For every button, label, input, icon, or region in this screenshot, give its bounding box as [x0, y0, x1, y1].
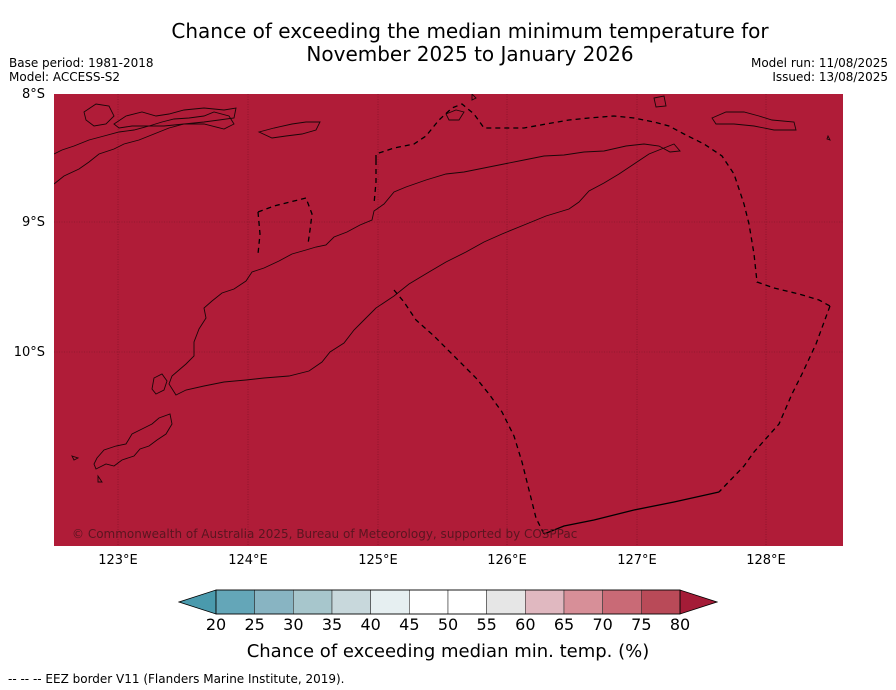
eez-source-note: -- -- -- EEZ border V11 (Flanders Marine…	[8, 672, 345, 686]
alor-coastline	[113, 107, 237, 129]
lon-label-125e: 125°E	[358, 553, 398, 568]
timor-coastline	[168, 143, 681, 396]
coastlines	[54, 94, 831, 483]
colorbar-tick-20: 20	[205, 615, 227, 634]
colorbar-tick-75: 75	[631, 615, 652, 634]
map-canvas	[54, 94, 843, 546]
lat-label-9s: 9°S	[21, 215, 45, 230]
lat-label-10s: 10°S	[13, 345, 45, 360]
colorbar-tick-25: 25	[244, 615, 265, 634]
colorbar-graphic	[177, 589, 719, 615]
colorbar-tick-70: 70	[592, 615, 613, 634]
kisar-coastline	[653, 95, 667, 108]
wetar-coastline	[257, 121, 321, 139]
islet-coastline	[71, 455, 80, 461]
eez-border-timor-west	[393, 289, 545, 535]
colorbar-outline	[215, 589, 681, 615]
lon-label-127e: 127°E	[617, 553, 657, 568]
map-panel[interactable]	[54, 94, 843, 546]
eez-border-timor-south	[718, 305, 831, 493]
lon-label-128e: 128°E	[746, 553, 786, 568]
colorbar-over-extend	[679, 589, 719, 615]
lon-label-126e: 126°E	[487, 553, 527, 568]
colorbar-swatch-25-30	[254, 589, 294, 615]
copyright-notice: © Commonwealth of Australia 2025, Bureau…	[72, 527, 578, 541]
colorbar-swatch-20-25	[215, 589, 255, 615]
colorbar-swatch-50-55	[447, 589, 487, 615]
islet-coastline-2	[471, 94, 477, 101]
colorbar-under-extend	[177, 589, 217, 615]
probability-field	[54, 94, 843, 546]
title-line-1: Chance of exceeding the median minimum t…	[171, 19, 769, 43]
rote-coastline	[93, 413, 173, 470]
model-run: Model run: 11/08/2025	[750, 56, 888, 70]
lat-label-8s: 8°S	[21, 87, 45, 102]
eez-border-oecusse-2	[257, 211, 261, 255]
map-title: Chance of exceeding the median minimum t…	[120, 20, 820, 66]
colorbar-swatch-70-75	[602, 589, 642, 615]
semau-coastline	[151, 373, 168, 395]
issued-date: Issued: 13/08/2025	[772, 70, 888, 84]
colorbar-tick-60: 60	[515, 615, 536, 634]
pantar-coastline	[83, 103, 115, 127]
eez-border-solid	[543, 491, 720, 535]
colorbar-tick-40: 40	[360, 615, 381, 634]
eez-border-ataurotip	[373, 160, 377, 205]
colorbar	[177, 589, 719, 619]
lon-label-123e: 123°E	[98, 553, 138, 568]
atauro-coastline	[445, 109, 465, 121]
lon-label-124e: 124°E	[228, 553, 268, 568]
colorbar-tick-50: 50	[437, 615, 459, 634]
islet-coastline-3	[826, 134, 831, 141]
colorbar-tick-65: 65	[553, 615, 575, 634]
model-info: Base period: 1981-2018 Model: ACCESS-S2	[9, 56, 154, 84]
leti-coastline	[711, 111, 797, 131]
colorbar-swatch-75-80	[641, 589, 681, 615]
colorbar-tick-30: 30	[283, 615, 304, 634]
colorbar-tick-45: 45	[399, 615, 420, 634]
graticule	[54, 94, 843, 546]
colorbar-swatch-55-60	[486, 589, 526, 615]
colorbar-tick-35: 35	[321, 615, 343, 634]
eez-borders	[257, 103, 831, 535]
colorbar-swatch-35-40	[331, 589, 371, 615]
base-period: Base period: 1981-2018	[9, 56, 154, 70]
colorbar-swatch-60-65	[525, 589, 565, 615]
eez-border-oecusse	[257, 197, 313, 245]
colorbar-tick-80: 80	[669, 615, 691, 634]
colorbar-swatch-65-70	[563, 589, 603, 615]
model-name: Model: ACCESS-S2	[9, 70, 121, 84]
flores-coastline	[54, 111, 235, 185]
run-info: Model run: 11/08/2025 Issued: 13/08/2025	[751, 56, 888, 84]
eez-border-timor-north	[375, 103, 831, 307]
colorbar-swatch-30-35	[293, 589, 333, 615]
colorbar-label: Chance of exceeding median min. temp. (%…	[246, 641, 650, 662]
ndao-coastline	[97, 474, 103, 483]
title-line-2: November 2025 to January 2026	[306, 42, 634, 66]
colorbar-swatch-40-45	[370, 589, 410, 615]
colorbar-swatch-45-50	[409, 589, 449, 615]
eez-border-south-solid	[543, 491, 720, 535]
colorbar-tick-55: 55	[476, 615, 497, 634]
